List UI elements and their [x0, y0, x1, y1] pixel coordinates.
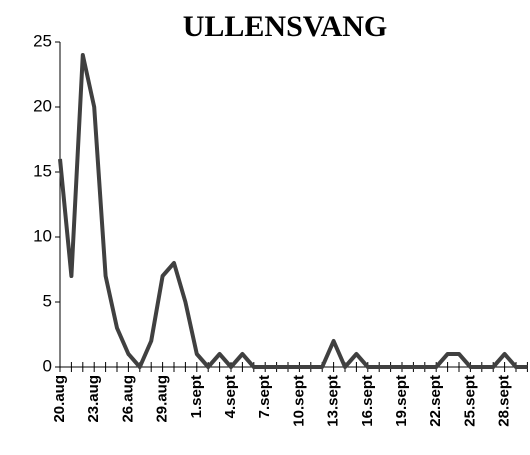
x-tick-label: 10.sept: [290, 375, 307, 427]
x-tick-label: 22.sept: [427, 375, 444, 427]
x-tick-label: 7.sept: [256, 375, 273, 418]
x-tick-label: 23.aug: [85, 375, 102, 423]
y-tick-label: 10: [33, 226, 52, 245]
y-tick-label: 25: [33, 31, 52, 50]
x-tick-label: 28.sept: [496, 375, 513, 427]
y-tick-label: 5: [43, 291, 52, 310]
x-tick-label: 16.sept: [359, 375, 376, 427]
y-tick-label: 20: [33, 96, 52, 115]
chart-title: ULLENSVANG: [183, 10, 388, 43]
x-tick-label: 20.aug: [51, 375, 68, 423]
x-tick-label: 29.aug: [154, 375, 171, 423]
x-tick-label: 4.sept: [222, 375, 239, 418]
data-line: [58, 53, 528, 369]
y-tick-label: 0: [43, 356, 52, 375]
x-tick-label: 19.sept: [393, 375, 410, 427]
x-tick-label: 1.sept: [188, 375, 205, 418]
x-tick-label: 13.sept: [325, 375, 342, 427]
y-tick-label: 15: [33, 161, 52, 180]
x-tick-label: 25.sept: [461, 375, 478, 427]
x-tick-label: 26.aug: [119, 375, 136, 423]
